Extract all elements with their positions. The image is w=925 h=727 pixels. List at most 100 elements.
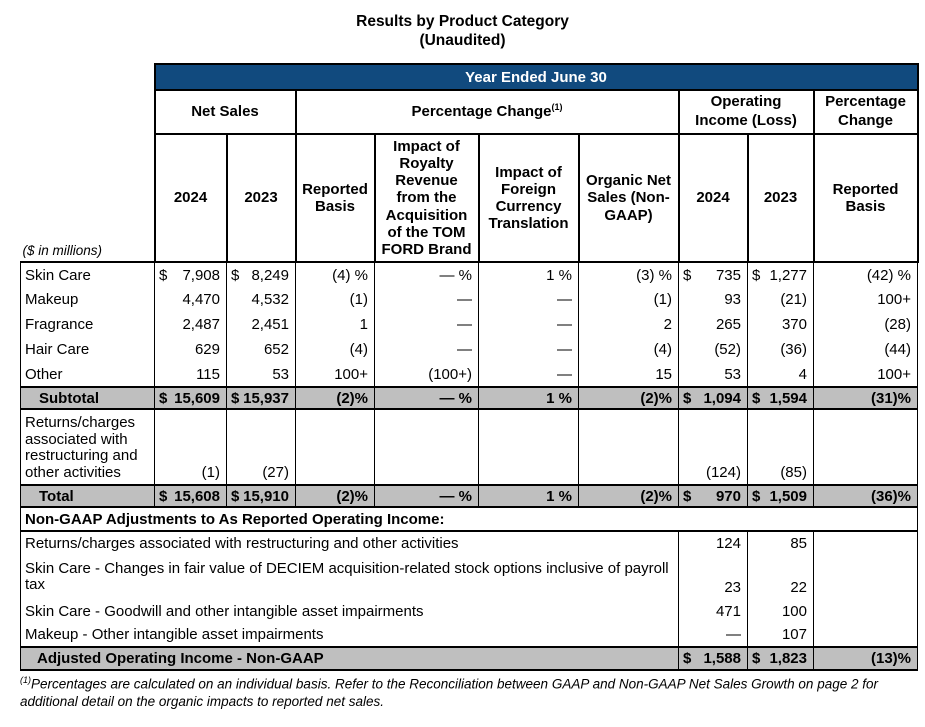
row-label: Returns/charges associated with restruct… <box>20 409 155 486</box>
col-header-oi-2024: 2024 <box>677 132 749 264</box>
table-row: Non-GAAP Adjustments to As Reported Oper… <box>20 506 918 533</box>
column-header-row: ($ in millions) 2024 2023 Reported Basis… <box>20 132 919 264</box>
table-cell: 652 <box>226 337 296 363</box>
table-cell: 471 <box>678 599 748 624</box>
header-spacer <box>20 90 155 134</box>
table-cell: (2)% <box>578 386 679 411</box>
units-note: ($ in millions) <box>20 133 155 264</box>
table-cell: (52) <box>678 337 748 363</box>
table-cell: 1 % <box>478 262 579 288</box>
row-label: Total <box>20 484 155 509</box>
table-cell: (36) <box>747 337 814 363</box>
table-cell <box>578 409 679 486</box>
table-cell: $1,277 <box>747 262 814 288</box>
table-cell <box>478 409 579 486</box>
table-cell: 100+ <box>813 287 918 313</box>
col-header-organic-net-sales: Organic Net Sales (Non-GAAP) <box>577 132 680 264</box>
table-cell: $1,509 <box>747 484 814 509</box>
table-cell <box>374 409 479 486</box>
group-header-row: Net Sales Percentage Change(1) Operating… <box>20 89 919 135</box>
table-cell: (1) <box>295 287 375 313</box>
table-cell: — <box>478 287 579 313</box>
operating-income-group-header: Operating Income (Loss) <box>677 89 815 135</box>
table-cell: — <box>678 623 748 648</box>
row-label: Makeup - Other intangible asset impairme… <box>20 623 679 648</box>
footnote-superscript: (1) <box>20 675 31 686</box>
table-cell: 100+ <box>813 362 918 388</box>
year-ended-header: Year Ended June 30 <box>153 63 919 92</box>
row-label: Skin Care - Goodwill and other intangibl… <box>20 599 679 624</box>
footnote-text: Percentages are calculated on an individ… <box>20 676 878 710</box>
table-cell: (2)% <box>295 484 375 509</box>
col-header-ns-2024: 2024 <box>153 132 228 264</box>
table-cell: 629 <box>154 337 227 363</box>
row-label: Hair Care <box>20 337 155 363</box>
table-cell <box>813 599 918 624</box>
table-cell: 2,451 <box>226 312 296 338</box>
table-cell: (2)% <box>578 484 679 509</box>
table-cell: (28) <box>813 312 918 338</box>
table-cell: — <box>478 362 579 388</box>
row-label: Non-GAAP Adjustments to As Reported Oper… <box>20 506 918 533</box>
table-cell: (36)% <box>813 484 918 509</box>
table-cell: $735 <box>678 262 748 288</box>
table-cell: — <box>478 312 579 338</box>
table-cell: — % <box>374 262 479 288</box>
table-cell: (4) <box>295 337 375 363</box>
table-cell: 85 <box>747 531 814 556</box>
page-title-line2: (Unaudited) <box>419 31 506 49</box>
table-cell: (4) % <box>295 262 375 288</box>
table-cell: 53 <box>226 362 296 388</box>
table-cell: — % <box>374 386 479 411</box>
table-row: Makeup - Other intangible asset impairme… <box>20 623 918 648</box>
table-cell: — <box>374 312 479 338</box>
table-cell: 100+ <box>295 362 375 388</box>
table-cell: 265 <box>678 312 748 338</box>
table-row: Other 115 53 100+ (100+) —15 53 4 100+ <box>20 362 918 388</box>
table-cell: 100 <box>747 599 814 624</box>
footnote: (1)Percentages are calculated on an indi… <box>20 675 906 711</box>
col-header-royalty-impact: Impact of Royalty Revenue from the Acqui… <box>373 132 480 264</box>
table-row: Fragrance 2,487 2,451 1— —2 265 370 (28) <box>20 312 918 338</box>
row-label: Returns/charges associated with restruct… <box>20 531 679 556</box>
table-cell: (1) <box>154 409 227 486</box>
table-row: Skin Care $7,908 $8,249 (4) % — % 1 % (3) % $73… <box>20 262 918 288</box>
table-cell: (85) <box>747 409 814 486</box>
table-cell: $15,608 <box>154 484 227 509</box>
table-cell: 124 <box>678 531 748 556</box>
table-cell: $1,588 <box>678 646 748 672</box>
table-cell: — <box>374 287 479 313</box>
table-cell: (27) <box>226 409 296 486</box>
row-label: Subtotal <box>20 386 155 411</box>
header-spacer <box>20 64 155 91</box>
row-label: Other <box>20 362 155 388</box>
table-cell: $8,249 <box>226 262 296 288</box>
table-row: Skin Care - Goodwill and other intangibl… <box>20 599 918 624</box>
table-cell: 1 % <box>478 484 579 509</box>
table-cell: 53 <box>678 362 748 388</box>
table-row: Returns/charges associated with restruct… <box>20 409 918 486</box>
table-cell: $15,609 <box>154 386 227 411</box>
table-cell <box>813 555 918 600</box>
table-cell: (4) <box>578 337 679 363</box>
table-row: Subtotal $15,609 $15,937 (2)% — % 1 % (2)% $1,0… <box>20 386 918 411</box>
table-row: Adjusted Operating Income - Non-GAAP $1,5… <box>20 646 918 672</box>
page-title-line1: Results by Product Category <box>356 13 569 30</box>
table-cell: (44) <box>813 337 918 363</box>
table-cell: (31)% <box>813 386 918 411</box>
table-cell: (100+) <box>374 362 479 388</box>
table-cell: 370 <box>747 312 814 338</box>
percentage-change-group-header: Percentage Change(1) <box>294 89 680 135</box>
row-label: Adjusted Operating Income - Non-GAAP <box>20 646 679 672</box>
table-cell <box>295 409 375 486</box>
col-header-oi-2023: 2023 <box>746 132 815 264</box>
table-cell: (3) % <box>578 262 679 288</box>
table-cell: $1,594 <box>747 386 814 411</box>
table-cell: (42) % <box>813 262 918 288</box>
table-cell: $15,910 <box>226 484 296 509</box>
table-row: Hair Care 629 652 (4) — — (4) (52) (36) (44) <box>20 337 918 363</box>
results-by-product-category-table: Year Ended June 30 Net Sales Percentage … <box>20 63 919 672</box>
table-cell: 93 <box>678 287 748 313</box>
table-cell <box>813 409 918 486</box>
table-cell: 23 <box>678 555 748 600</box>
